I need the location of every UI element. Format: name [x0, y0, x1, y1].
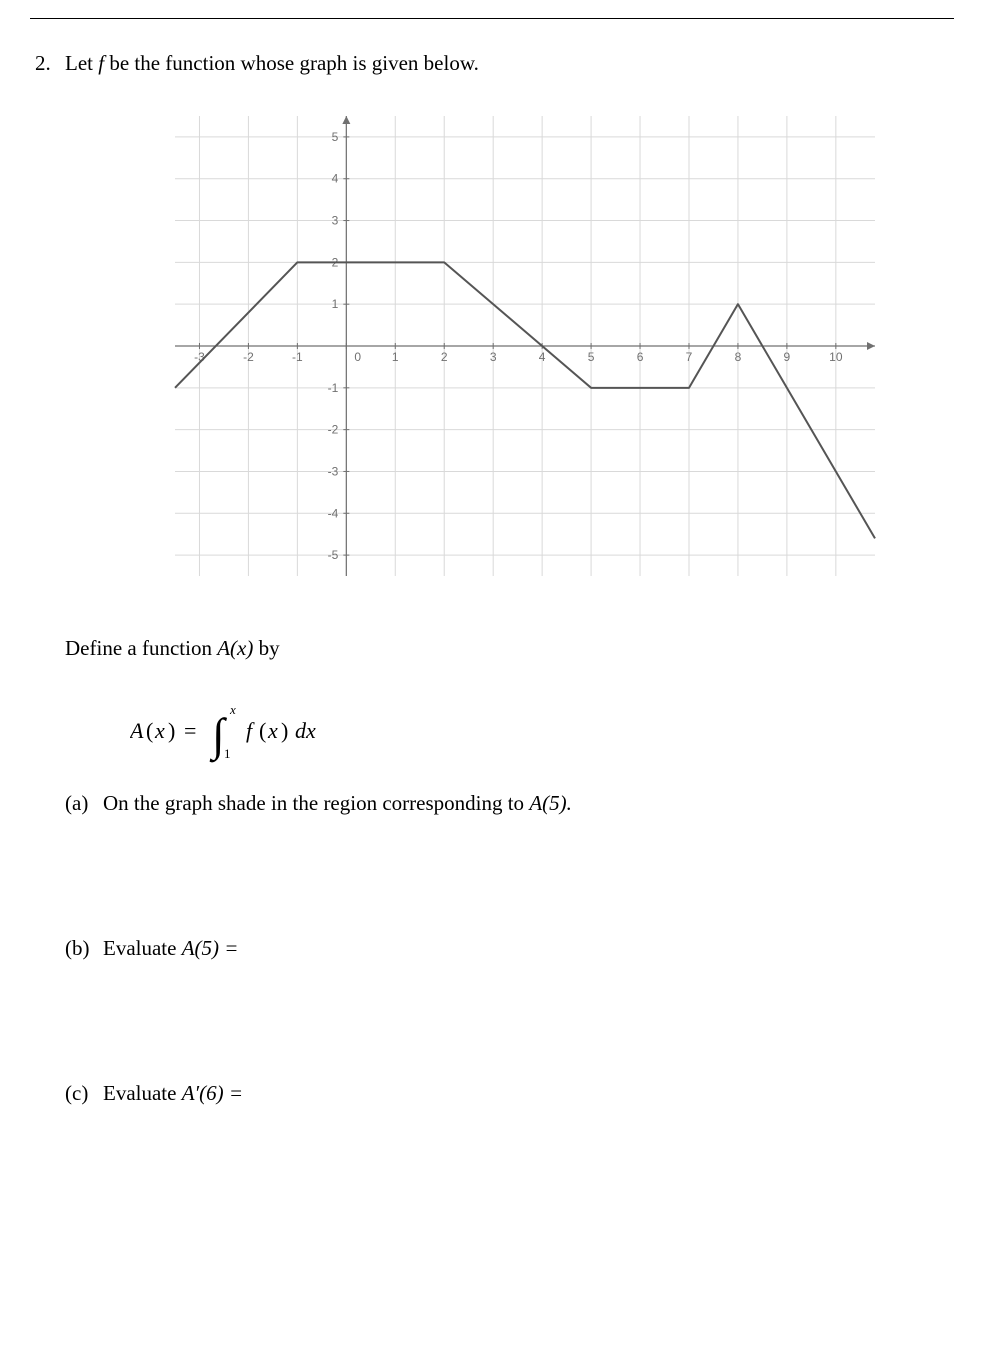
- part-b-label: (b): [65, 936, 103, 961]
- part-c: (c) Evaluate A′(6) =: [35, 1081, 924, 1106]
- svg-text:-3: -3: [328, 465, 339, 479]
- part-a-expr: A(5).: [529, 791, 572, 815]
- svg-text:f: f: [246, 718, 255, 743]
- svg-text:5: 5: [332, 130, 339, 144]
- svg-text:-1: -1: [292, 350, 303, 364]
- svg-text:10: 10: [829, 350, 843, 364]
- svg-text:3: 3: [490, 350, 497, 364]
- svg-text:-1: -1: [328, 381, 339, 395]
- svg-text:dx: dx: [295, 718, 316, 743]
- part-a: (a) On the graph shade in the region cor…: [35, 791, 924, 816]
- part-b-text: Evaluate A(5) =: [103, 936, 238, 961]
- integral-formula: A(x)=∫x1f(x)dx: [130, 696, 390, 766]
- svg-text:-4: -4: [328, 507, 339, 521]
- problem-intro: Let f be the function whose graph is giv…: [65, 49, 479, 78]
- svg-text:=: =: [184, 718, 196, 743]
- svg-text:3: 3: [332, 214, 339, 228]
- svg-text:x: x: [154, 718, 165, 743]
- part-a-label: (a): [65, 791, 103, 816]
- svg-text:A: A: [130, 718, 144, 743]
- svg-text:1: 1: [392, 350, 399, 364]
- define-line: Define a function A(x) by: [35, 636, 924, 661]
- part-c-expr: A′(6) =: [182, 1081, 243, 1105]
- svg-text:(: (: [146, 718, 153, 743]
- svg-text:6: 6: [637, 350, 644, 364]
- svg-text:0: 0: [354, 350, 361, 364]
- svg-text:(: (: [259, 718, 266, 743]
- part-c-label: (c): [65, 1081, 103, 1106]
- svg-text:8: 8: [735, 350, 742, 364]
- svg-text:): ): [168, 718, 175, 743]
- svg-text:7: 7: [686, 350, 693, 364]
- chart-container: -3-2-1012345678910-5-4-3-2-112345: [35, 106, 924, 586]
- formula-container: A(x)=∫x1f(x)dx: [35, 696, 924, 766]
- svg-text:-2: -2: [328, 423, 339, 437]
- part-a-text: On the graph shade in the region corresp…: [103, 791, 572, 816]
- svg-text:4: 4: [332, 172, 339, 186]
- function-graph: -3-2-1012345678910-5-4-3-2-112345: [165, 106, 885, 586]
- svg-text:x: x: [229, 702, 236, 717]
- svg-text:2: 2: [441, 350, 448, 364]
- svg-text:1: 1: [224, 746, 231, 761]
- problem-number: 2.: [35, 49, 65, 78]
- svg-text:9: 9: [784, 350, 791, 364]
- svg-text:-2: -2: [243, 350, 254, 364]
- part-b-expr: A(5) =: [182, 936, 239, 960]
- define-suffix: by: [253, 636, 279, 660]
- svg-text:4: 4: [539, 350, 546, 364]
- intro-suffix: be the function whose graph is given bel…: [104, 51, 479, 75]
- define-fn: A(x): [217, 636, 253, 660]
- problem-statement: 2. Let f be the function whose graph is …: [35, 49, 924, 78]
- define-prefix: Define a function: [65, 636, 217, 660]
- svg-text:5: 5: [588, 350, 595, 364]
- svg-text:x: x: [267, 718, 278, 743]
- part-c-text: Evaluate A′(6) =: [103, 1081, 243, 1106]
- part-b: (b) Evaluate A(5) =: [35, 936, 924, 961]
- svg-text:1: 1: [332, 298, 339, 312]
- intro-prefix: Let: [65, 51, 98, 75]
- svg-text:-5: -5: [328, 548, 339, 562]
- problem-content: 2. Let f be the function whose graph is …: [0, 19, 984, 1106]
- svg-text:): ): [281, 718, 288, 743]
